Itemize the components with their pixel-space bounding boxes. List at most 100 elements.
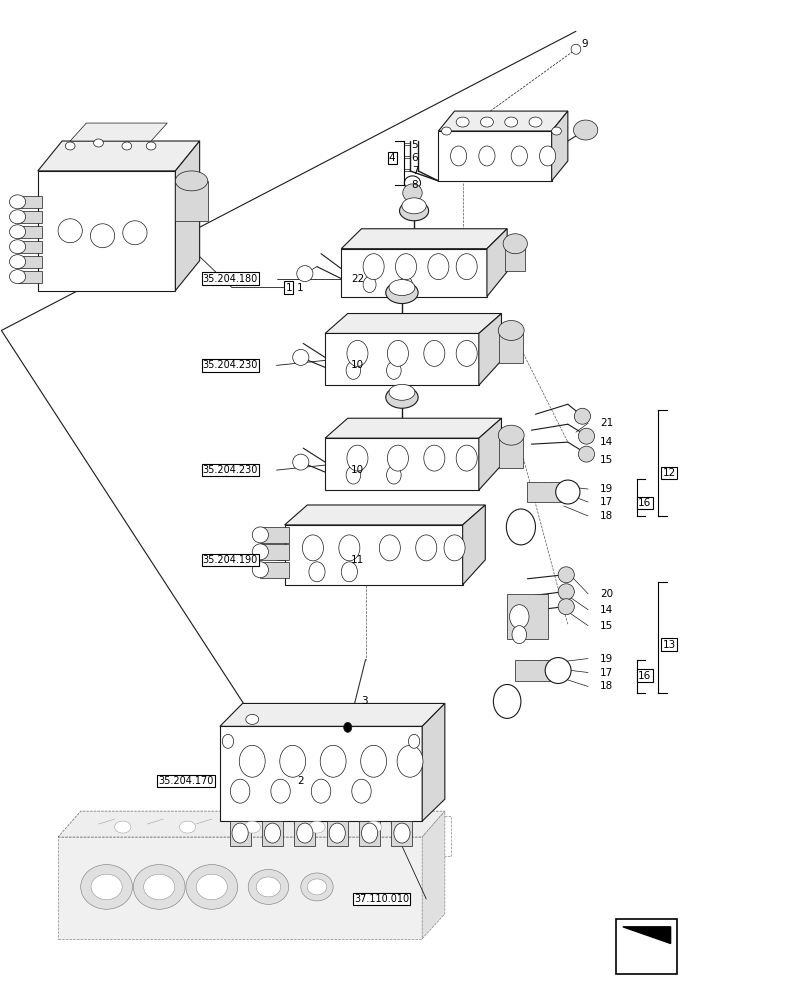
Bar <box>294 821 315 846</box>
Text: 5: 5 <box>411 140 418 150</box>
Ellipse shape <box>232 823 248 843</box>
Ellipse shape <box>256 877 281 897</box>
Ellipse shape <box>93 139 103 147</box>
Text: 15: 15 <box>599 621 612 631</box>
Ellipse shape <box>577 428 594 444</box>
Ellipse shape <box>328 823 345 843</box>
Ellipse shape <box>444 535 465 561</box>
Text: 35.204.230: 35.204.230 <box>203 360 258 370</box>
Text: 14: 14 <box>599 605 612 615</box>
Ellipse shape <box>498 320 524 340</box>
Ellipse shape <box>555 480 579 504</box>
Text: 35.204.230: 35.204.230 <box>203 465 258 475</box>
Bar <box>507 594 547 639</box>
Ellipse shape <box>480 117 493 127</box>
Bar <box>499 333 523 363</box>
Text: 10: 10 <box>350 360 363 370</box>
Bar <box>260 527 288 543</box>
Ellipse shape <box>450 146 466 166</box>
Text: 10: 10 <box>350 465 363 475</box>
Ellipse shape <box>144 874 174 900</box>
Polygon shape <box>220 703 444 726</box>
Bar <box>499 438 523 468</box>
Text: 21: 21 <box>599 418 612 428</box>
Text: 35.204.170: 35.204.170 <box>158 776 213 786</box>
Text: 19: 19 <box>599 654 612 664</box>
Ellipse shape <box>311 779 330 803</box>
Polygon shape <box>58 811 444 837</box>
Ellipse shape <box>395 254 416 280</box>
Text: 8: 8 <box>411 180 418 190</box>
Ellipse shape <box>338 535 359 561</box>
Ellipse shape <box>280 745 305 777</box>
Polygon shape <box>487 229 507 297</box>
Ellipse shape <box>252 527 268 543</box>
Text: 18: 18 <box>599 511 612 521</box>
Bar <box>175 181 208 221</box>
Ellipse shape <box>122 142 131 150</box>
Text: 12: 12 <box>662 468 675 478</box>
Ellipse shape <box>308 562 324 582</box>
Ellipse shape <box>363 277 375 293</box>
Bar <box>616 919 676 974</box>
Ellipse shape <box>361 823 377 843</box>
Bar <box>58 837 422 939</box>
Bar <box>262 821 283 846</box>
Polygon shape <box>462 505 485 585</box>
Ellipse shape <box>307 879 326 895</box>
Ellipse shape <box>196 874 227 900</box>
Polygon shape <box>324 418 501 438</box>
Ellipse shape <box>271 779 290 803</box>
Ellipse shape <box>222 734 234 748</box>
Text: 15: 15 <box>599 455 612 465</box>
Bar <box>230 821 251 846</box>
Ellipse shape <box>539 146 555 166</box>
Ellipse shape <box>308 821 324 833</box>
Ellipse shape <box>386 361 401 379</box>
Text: 35.204.180: 35.204.180 <box>203 274 258 284</box>
Polygon shape <box>478 314 501 385</box>
Ellipse shape <box>385 386 418 408</box>
Ellipse shape <box>385 282 418 304</box>
Ellipse shape <box>478 146 495 166</box>
Ellipse shape <box>365 821 381 833</box>
Ellipse shape <box>399 277 412 293</box>
Ellipse shape <box>387 340 408 366</box>
Ellipse shape <box>91 874 122 900</box>
Bar <box>358 821 380 846</box>
Polygon shape <box>622 927 670 944</box>
Text: 13: 13 <box>662 640 675 650</box>
Bar <box>326 821 347 846</box>
Bar <box>504 246 524 271</box>
Polygon shape <box>422 811 444 939</box>
Ellipse shape <box>399 201 428 221</box>
Ellipse shape <box>557 599 573 615</box>
Ellipse shape <box>509 605 528 629</box>
Ellipse shape <box>296 266 312 282</box>
Ellipse shape <box>230 779 250 803</box>
Ellipse shape <box>577 446 594 462</box>
Bar <box>260 544 288 560</box>
Ellipse shape <box>264 823 281 843</box>
Bar <box>18 196 42 208</box>
Ellipse shape <box>456 445 477 471</box>
Ellipse shape <box>239 745 265 777</box>
Ellipse shape <box>415 535 436 561</box>
Text: 18: 18 <box>599 681 612 691</box>
Ellipse shape <box>512 626 526 644</box>
Ellipse shape <box>346 445 367 471</box>
Ellipse shape <box>58 219 82 243</box>
Ellipse shape <box>296 823 312 843</box>
Ellipse shape <box>343 722 351 732</box>
Text: 37.110.010: 37.110.010 <box>354 894 409 904</box>
Ellipse shape <box>498 425 524 445</box>
Bar <box>18 271 42 283</box>
Ellipse shape <box>122 221 147 245</box>
Ellipse shape <box>90 224 114 248</box>
Ellipse shape <box>379 535 400 561</box>
Ellipse shape <box>401 198 426 214</box>
Ellipse shape <box>386 466 401 484</box>
Bar <box>341 249 487 297</box>
Polygon shape <box>341 229 507 249</box>
Text: 17: 17 <box>599 668 612 678</box>
